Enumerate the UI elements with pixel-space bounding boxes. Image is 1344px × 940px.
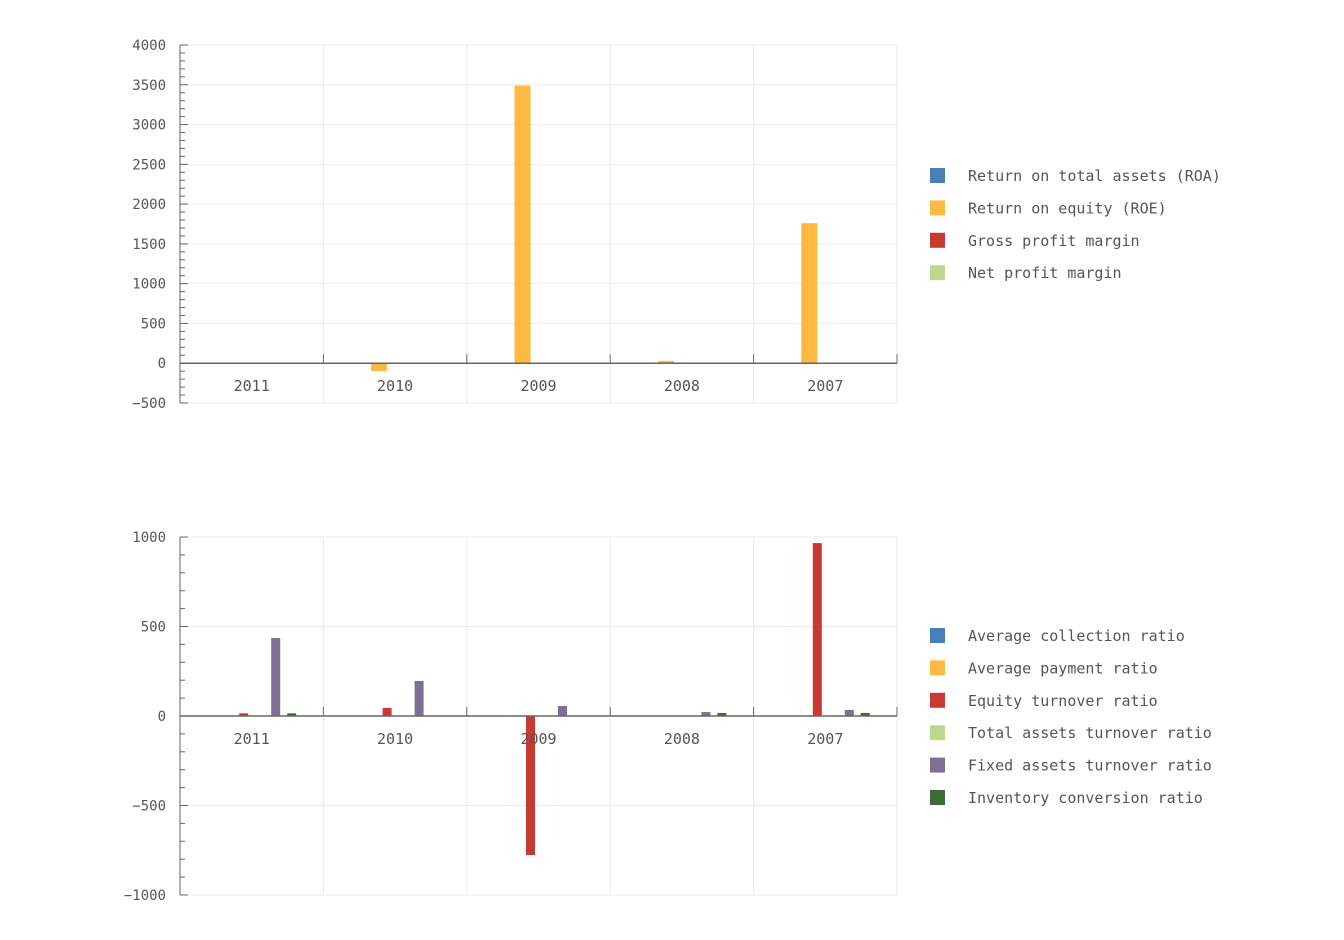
x-tick-label: 2011: [234, 730, 270, 748]
bar: [414, 680, 424, 716]
bar: [558, 705, 567, 716]
legend-label: Return on equity (ROE): [968, 199, 1167, 217]
legend-label: Gross profit margin: [968, 232, 1140, 250]
legend-label: Net profit margin: [968, 264, 1122, 282]
y-tick-label: −1000: [124, 888, 166, 904]
x-tick-label: 2010: [377, 730, 413, 748]
x-tick-label: 2009: [520, 377, 556, 395]
y-tick-label: 500: [141, 620, 166, 636]
y-tick-label: 0: [158, 356, 166, 372]
legend-swatch: [930, 628, 945, 643]
x-tick-label: 2010: [377, 377, 413, 395]
bar: [287, 713, 297, 716]
bar: [801, 223, 818, 364]
x-tick-label: 2011: [234, 377, 270, 395]
bar: [717, 712, 727, 716]
x-tick-label: 2008: [664, 377, 700, 395]
y-tick-label: 2000: [132, 197, 166, 213]
legend-swatch: [930, 168, 945, 183]
legend-label: Return on total assets (ROA): [968, 167, 1221, 185]
legend-swatch: [930, 265, 945, 281]
legend-swatch: [930, 757, 945, 773]
legend-swatch: [930, 790, 945, 805]
legend: Average collection ratio Average payment …: [930, 627, 1212, 807]
bar: [526, 716, 535, 856]
y-tick-label: 3500: [132, 78, 166, 94]
bar: [701, 712, 711, 716]
y-tick-label: 1500: [132, 237, 166, 253]
legend-label: Average collection ratio: [968, 627, 1185, 645]
y-tick-label: −500: [132, 799, 166, 815]
bar: [371, 363, 388, 372]
chart-1: −500 0 500 1000 1500 2000 2500 3000 3500 4000 2011…: [132, 38, 1221, 412]
legend-swatch: [930, 200, 945, 216]
legend-swatch: [930, 660, 945, 676]
y-tick-label: 0: [158, 709, 166, 725]
legend-swatch: [930, 232, 945, 248]
bar: [844, 709, 854, 716]
legend-label: Total assets turnover ratio: [968, 724, 1212, 742]
bar: [382, 707, 392, 716]
bar: [812, 543, 822, 716]
legend-label: Average payment ratio: [968, 659, 1158, 677]
x-tick-label: 2007: [807, 730, 843, 748]
legend: Return on total assets (ROA) Return on eq…: [930, 167, 1221, 282]
y-tick-label: 2500: [132, 157, 166, 173]
y-tick-label: 1000: [132, 530, 166, 546]
legend-label: Fixed assets turnover ratio: [968, 757, 1212, 775]
bar: [239, 713, 249, 716]
legend-swatch: [930, 725, 945, 741]
legend-swatch: [930, 692, 945, 708]
y-tick-label: 4000: [132, 38, 166, 54]
y-tick-label: 1000: [132, 277, 166, 293]
y-tick-label: 3000: [132, 118, 166, 134]
bar: [271, 637, 281, 716]
bar: [657, 360, 674, 364]
chart-2: −1000 −500 0 500 1000 2011 2010 2009 2008 2007 Ave…: [124, 530, 1212, 904]
legend-label: Equity turnover ratio: [968, 692, 1158, 710]
y-tick-label: 500: [141, 316, 166, 332]
x-tick-label: 2008: [664, 730, 700, 748]
bar: [514, 85, 531, 364]
x-tick-label: 2009: [520, 730, 556, 748]
bar: [860, 712, 870, 716]
y-tick-label: −500: [132, 396, 166, 412]
x-tick-label: 2007: [807, 377, 843, 395]
legend-label: Inventory conversion ratio: [968, 789, 1203, 807]
